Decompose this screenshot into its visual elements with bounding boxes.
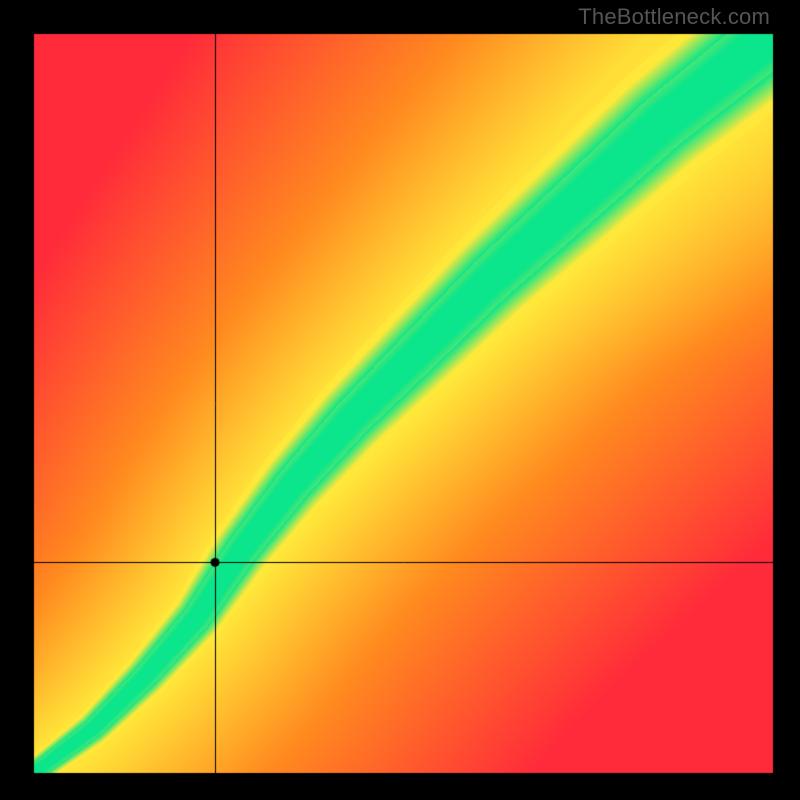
chart-container: { "watermark": { "text": "TheBottleneck.… bbox=[0, 0, 800, 800]
watermark-text: TheBottleneck.com bbox=[578, 4, 770, 30]
bottleneck-heatmap bbox=[0, 0, 800, 800]
